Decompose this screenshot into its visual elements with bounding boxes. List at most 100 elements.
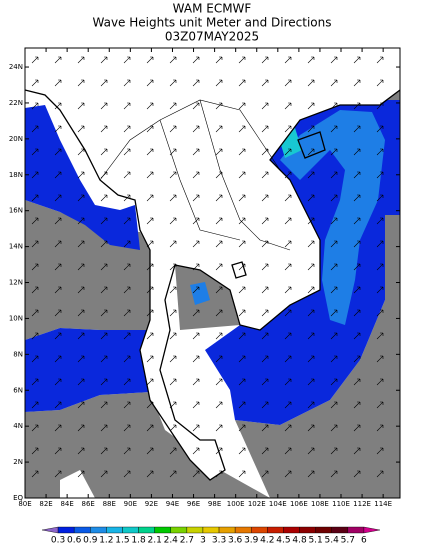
arrow xyxy=(31,263,39,271)
arrow xyxy=(169,401,177,409)
arrow xyxy=(376,378,384,386)
y-tick-label: 20N xyxy=(9,135,23,143)
arrow xyxy=(261,263,269,271)
y-tick-label: 16N xyxy=(9,207,23,215)
arrow xyxy=(192,309,200,317)
arrow xyxy=(169,447,177,455)
arrow xyxy=(123,447,131,455)
arrow xyxy=(31,102,39,110)
arrow xyxy=(169,171,177,179)
arrow xyxy=(330,424,338,432)
x-tick-label: 102E xyxy=(248,500,266,508)
arrow xyxy=(307,56,315,64)
arrow xyxy=(215,309,223,317)
arrow xyxy=(330,217,338,225)
arrow xyxy=(192,447,200,455)
direction-arrows xyxy=(31,56,384,478)
arrow xyxy=(284,355,292,363)
arrow xyxy=(192,470,200,478)
arrow xyxy=(77,217,85,225)
arrow xyxy=(123,378,131,386)
colorbar-swatch xyxy=(57,526,75,534)
arrow xyxy=(261,240,269,248)
arrow xyxy=(284,263,292,271)
coastline xyxy=(297,131,326,159)
arrow xyxy=(169,263,177,271)
arrow xyxy=(192,332,200,340)
arrow xyxy=(54,171,62,179)
y-tick-label: EQ xyxy=(13,494,23,502)
arrow xyxy=(169,102,177,110)
arrow xyxy=(353,171,361,179)
arrow xyxy=(146,447,154,455)
arrow xyxy=(376,401,384,409)
x-tick-label: 86E xyxy=(82,500,95,508)
arrow xyxy=(123,125,131,133)
arrow xyxy=(169,125,177,133)
arrow xyxy=(31,56,39,64)
coastline xyxy=(24,89,401,481)
arrow xyxy=(261,332,269,340)
arrow xyxy=(215,378,223,386)
arrow xyxy=(100,148,108,156)
colorbar-label: 0.6 xyxy=(67,536,82,546)
arrow xyxy=(192,56,200,64)
arrow xyxy=(376,56,384,64)
map-frame xyxy=(24,47,401,499)
arrow xyxy=(284,240,292,248)
colorbar-swatch xyxy=(73,526,91,534)
arrow xyxy=(54,125,62,133)
arrow xyxy=(31,125,39,133)
arrow xyxy=(307,378,315,386)
arrow xyxy=(353,332,361,340)
arrow xyxy=(330,332,338,340)
arrow xyxy=(284,447,292,455)
arrow xyxy=(330,194,338,202)
arrow xyxy=(100,424,108,432)
arrow xyxy=(123,217,131,225)
arrow xyxy=(284,171,292,179)
arrow xyxy=(192,171,200,179)
arrow xyxy=(261,378,269,386)
colorbar-swatch xyxy=(299,526,316,534)
arrow xyxy=(307,125,315,133)
arrow xyxy=(261,470,269,478)
blue-area xyxy=(25,328,160,412)
colorbar-label: 3.9 xyxy=(244,536,259,546)
coastline xyxy=(231,261,247,279)
arrow xyxy=(146,332,154,340)
x-tick-label: 112E xyxy=(353,500,371,508)
arrow xyxy=(54,286,62,294)
arrow xyxy=(284,470,292,478)
arrow xyxy=(353,56,361,64)
arrow xyxy=(100,309,108,317)
arrow xyxy=(77,286,85,294)
arrow xyxy=(307,286,315,294)
arrow xyxy=(77,125,85,133)
arrow xyxy=(215,286,223,294)
colorbar-swatch xyxy=(218,526,236,534)
arrow xyxy=(146,148,154,156)
arrow xyxy=(100,286,108,294)
arrow xyxy=(31,171,39,179)
arrow xyxy=(192,194,200,202)
arrow xyxy=(238,332,246,340)
arrow xyxy=(215,171,223,179)
x-tick-label: 104E xyxy=(269,500,287,508)
arrow xyxy=(238,424,246,432)
arrow xyxy=(238,470,246,478)
arrow xyxy=(31,355,39,363)
arrow xyxy=(215,102,223,110)
arrow xyxy=(284,194,292,202)
arrow xyxy=(238,401,246,409)
arrow xyxy=(261,79,269,87)
x-tick-label: 80E xyxy=(18,500,31,508)
arrow xyxy=(376,286,384,294)
arrow xyxy=(330,355,338,363)
land xyxy=(25,48,400,480)
arrow xyxy=(284,378,292,386)
arrow xyxy=(192,148,200,156)
arrow xyxy=(307,194,315,202)
arrow xyxy=(100,125,108,133)
arrow xyxy=(261,424,269,432)
